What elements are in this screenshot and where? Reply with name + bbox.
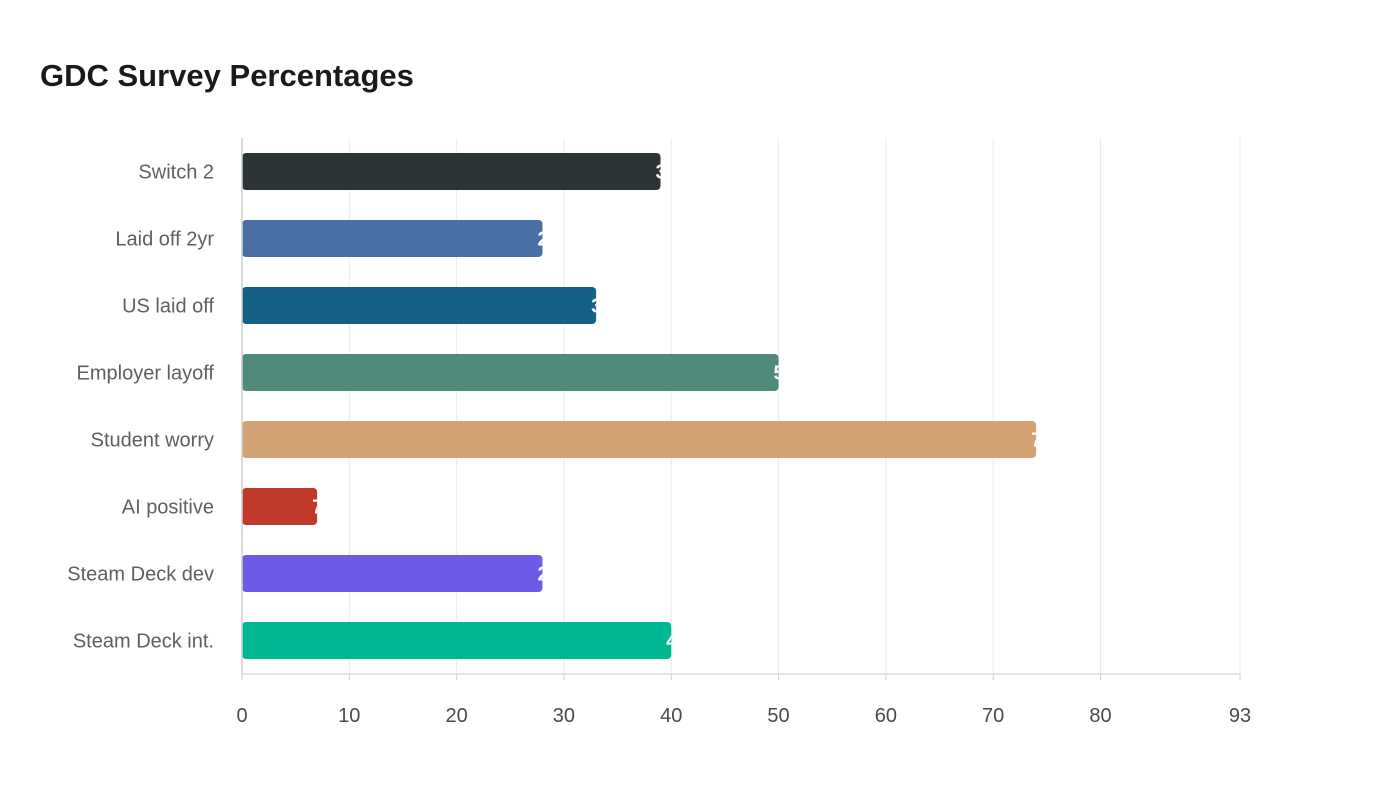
category-label: US laid off bbox=[122, 296, 214, 318]
x-tick-label: 40 bbox=[660, 705, 682, 727]
bar bbox=[242, 287, 597, 324]
bar-value-label: 39 bbox=[656, 162, 678, 184]
bar-value-label: 40 bbox=[666, 631, 688, 653]
x-tick-label: 30 bbox=[553, 705, 575, 727]
category-label: Steam Deck dev bbox=[67, 564, 214, 586]
bar-value-label: 74 bbox=[1031, 430, 1054, 452]
category-label: AI positive bbox=[122, 497, 214, 519]
x-tick-label: 10 bbox=[338, 705, 360, 727]
bar bbox=[242, 555, 543, 592]
category-label: Switch 2 bbox=[138, 162, 214, 184]
bars bbox=[242, 153, 1037, 659]
bar bbox=[242, 354, 779, 391]
bar bbox=[242, 153, 661, 190]
category-label: Laid off 2yr bbox=[115, 229, 214, 251]
x-tick-label: 60 bbox=[875, 705, 897, 727]
category-label: Steam Deck int. bbox=[73, 631, 214, 653]
bar-value-label: 28 bbox=[537, 229, 559, 251]
category-label: Employer layoff bbox=[77, 363, 215, 385]
bar bbox=[242, 488, 318, 525]
bar bbox=[242, 220, 543, 257]
x-tick-label: 80 bbox=[1089, 705, 1111, 727]
bar-value-label: 50 bbox=[774, 363, 796, 385]
bar-value-label: 33 bbox=[591, 296, 613, 318]
x-tick-label: 70 bbox=[982, 705, 1004, 727]
bar bbox=[242, 421, 1037, 458]
x-tick-label: 93 bbox=[1229, 705, 1251, 727]
grid-lines bbox=[348, 138, 1241, 674]
x-tick-label: 20 bbox=[445, 705, 467, 727]
x-tick-label: 50 bbox=[767, 705, 789, 727]
labels: 0 10 20 30 40 50 60 70 80 93 Switch 2 39 Laid off 2y… bbox=[67, 162, 1251, 728]
bar-value-label: 7 bbox=[312, 497, 323, 519]
bar-value-label: 28 bbox=[537, 564, 559, 586]
category-label: Student worry bbox=[91, 430, 214, 452]
axes bbox=[241, 138, 1241, 680]
x-tick-label: 0 bbox=[236, 705, 247, 727]
bar bbox=[242, 622, 672, 659]
chart-title: GDC Survey Percentages bbox=[40, 58, 414, 93]
